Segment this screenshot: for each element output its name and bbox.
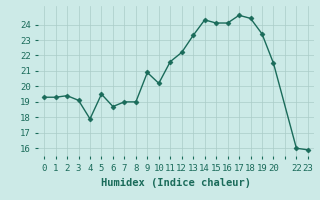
X-axis label: Humidex (Indice chaleur): Humidex (Indice chaleur)	[101, 178, 251, 188]
